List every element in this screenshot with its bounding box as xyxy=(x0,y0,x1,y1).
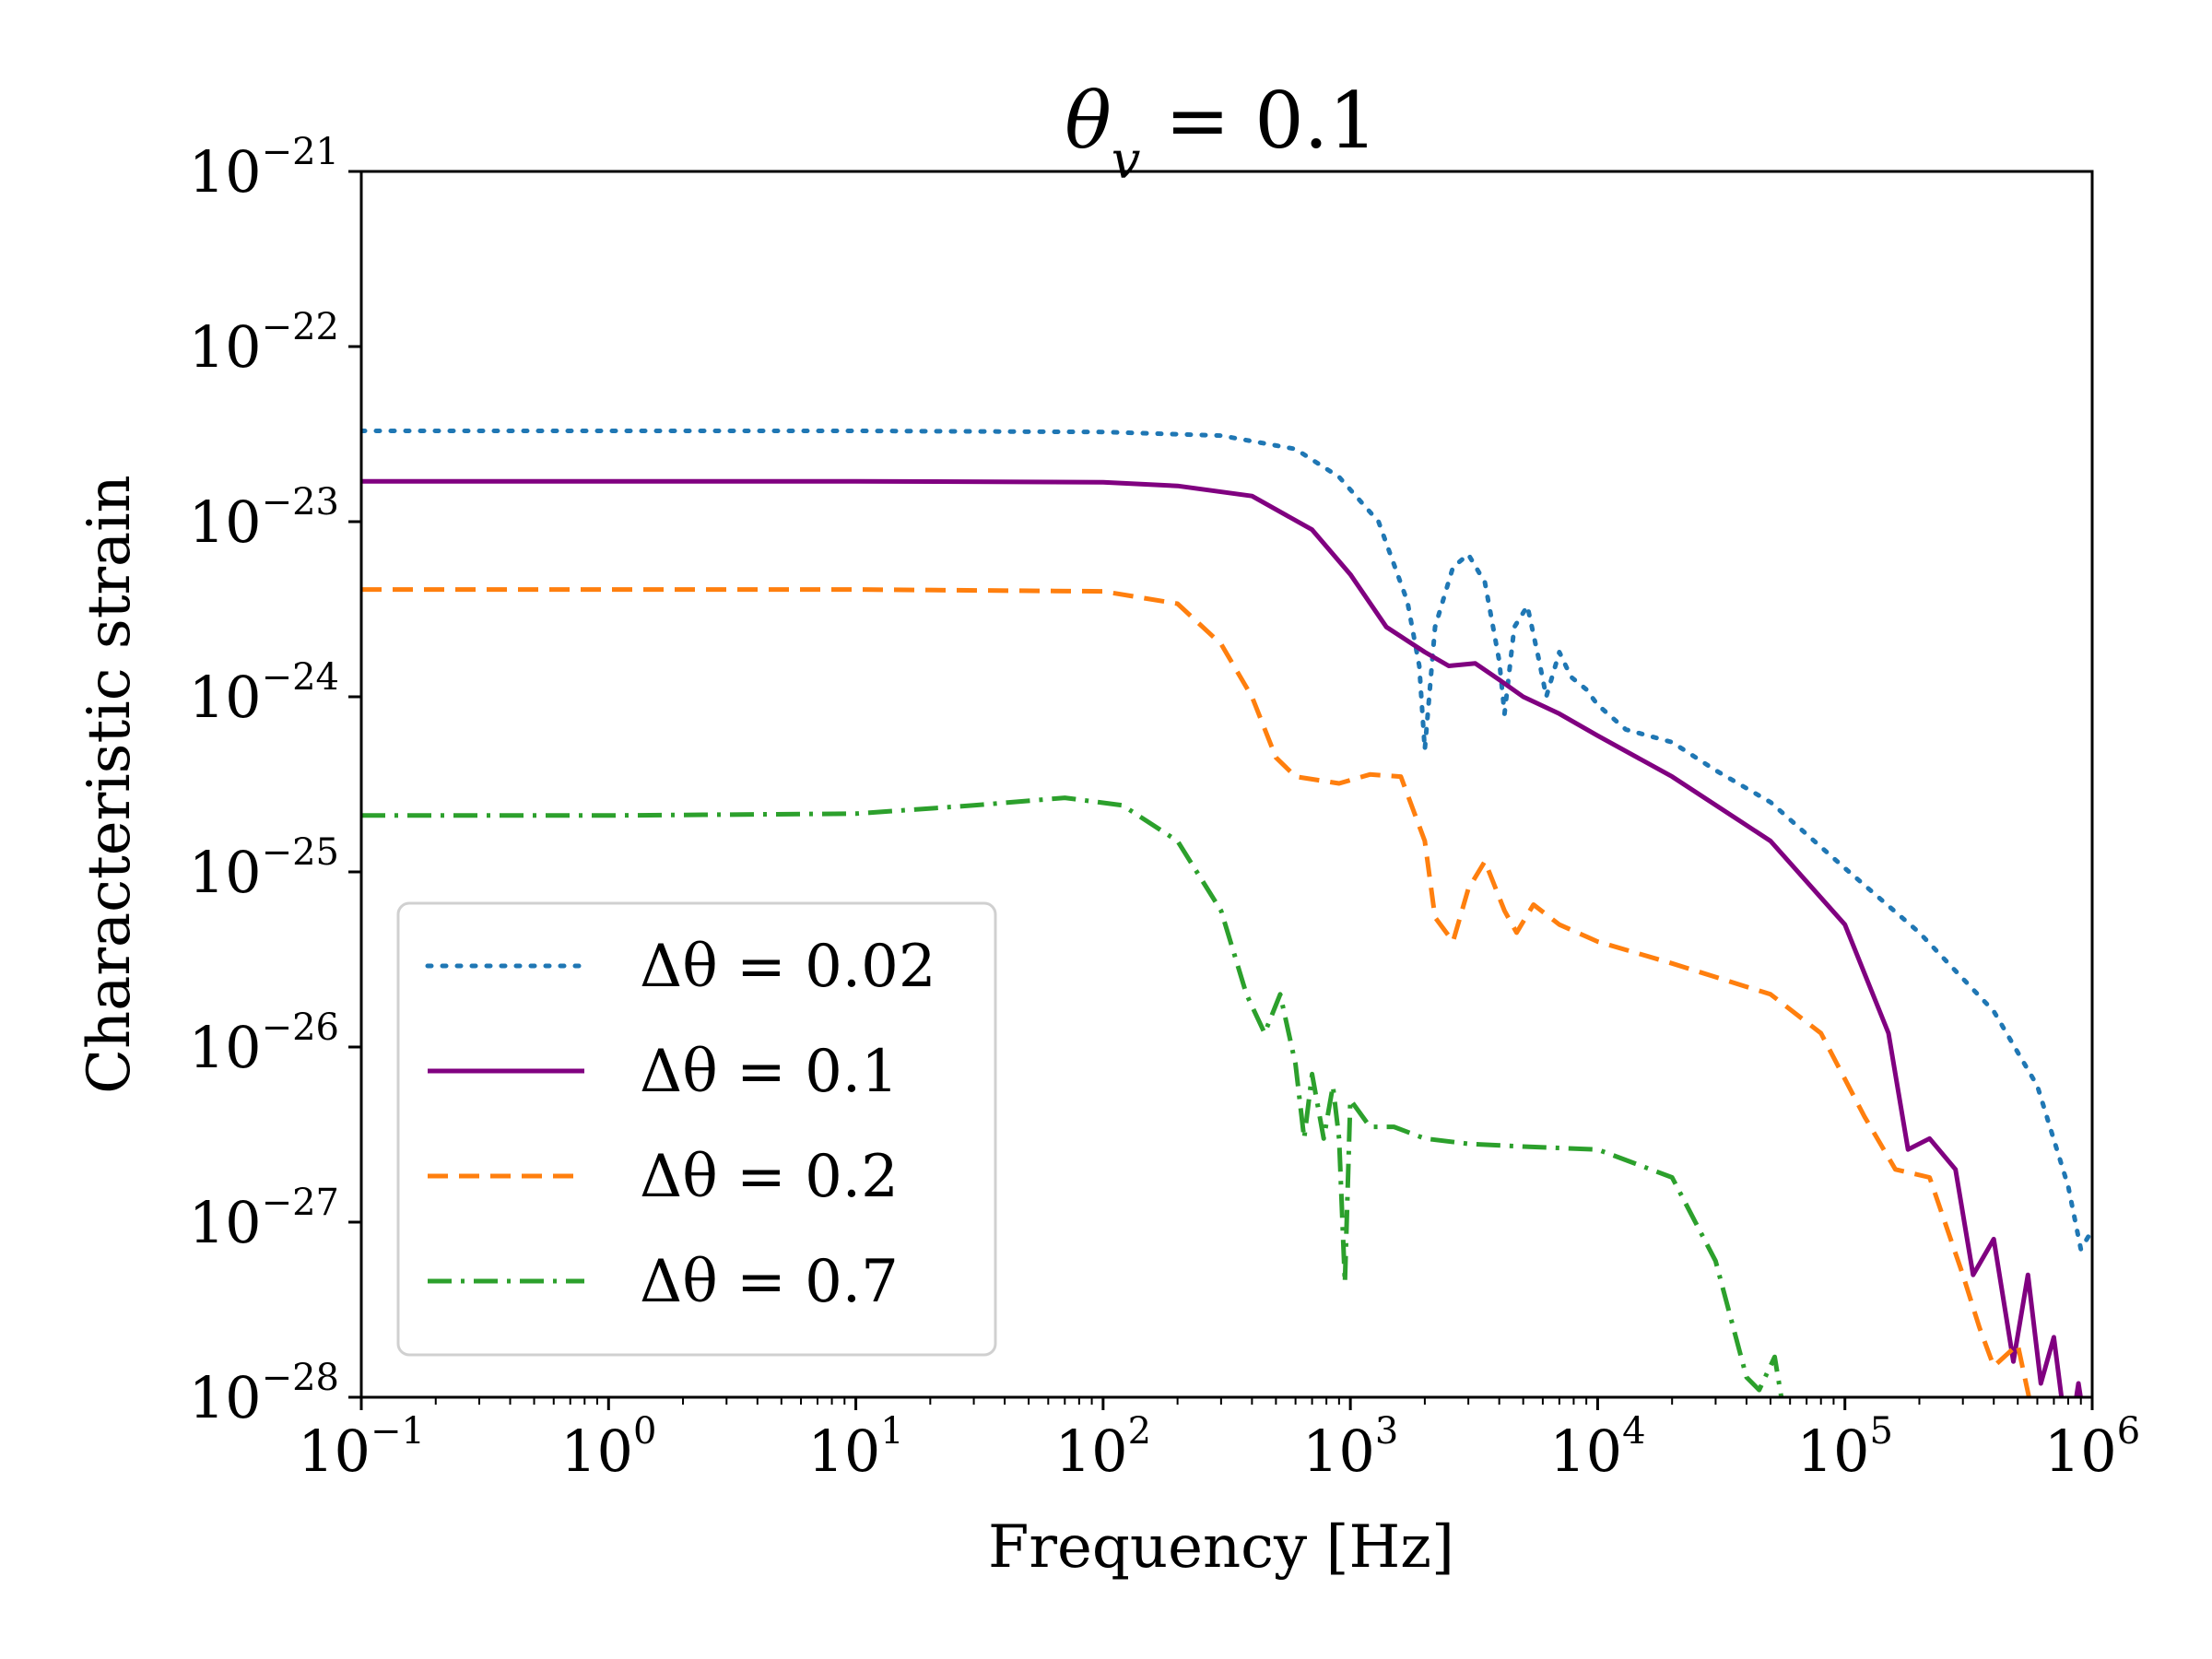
y-tick-label: 10−28 xyxy=(189,1357,339,1431)
axis-ticks: 10−1 100 101 102 103 104 105 106 10−28 10−27 10−26… xyxy=(189,131,2141,1485)
x-tick-label: 102 xyxy=(1055,1410,1151,1485)
series-line-3 xyxy=(361,587,2032,1397)
y-tick-label: 10−26 xyxy=(189,1006,339,1081)
y-tick-label: 10−25 xyxy=(189,831,339,906)
y-tick-label: 10−21 xyxy=(189,131,339,206)
y-tick-label: 10−22 xyxy=(189,306,339,381)
x-tick-label: 104 xyxy=(1549,1410,1645,1485)
series-line-2 xyxy=(361,478,2083,1397)
legend: Δθ = 0.02 Δθ = 0.1 Δθ = 0.2 Δθ = 0.7 xyxy=(396,901,997,1357)
legend-label-4: Δθ = 0.7 xyxy=(640,1248,899,1316)
legend-box xyxy=(396,901,997,1357)
x-tick-label: 106 xyxy=(2044,1410,2140,1485)
series-line-1 xyxy=(361,429,2092,1252)
x-tick-label: 105 xyxy=(1797,1410,1893,1485)
chart-title: θv = 0.1 xyxy=(1065,76,1378,191)
y-tick-label: 10−24 xyxy=(189,656,339,731)
x-tick-label: 10−1 xyxy=(298,1410,425,1485)
legend-label-1: Δθ = 0.02 xyxy=(640,933,936,1001)
x-axis-label: Frequency [Hz] xyxy=(988,1513,1454,1582)
series-line-4 xyxy=(361,795,1784,1397)
x-tick-label: 103 xyxy=(1302,1410,1398,1485)
y-tick-label: 10−27 xyxy=(189,1182,339,1256)
x-tick-label: 100 xyxy=(560,1410,656,1485)
plot-frame xyxy=(359,170,2094,1399)
series-layer xyxy=(361,429,2092,1397)
y-axis-label: Characteristic strain xyxy=(76,475,144,1094)
legend-label-3: Δθ = 0.2 xyxy=(640,1143,899,1211)
legend-label-2: Δθ = 0.1 xyxy=(640,1038,899,1106)
x-tick-label: 101 xyxy=(807,1410,903,1485)
y-tick-label: 10−23 xyxy=(189,481,339,556)
